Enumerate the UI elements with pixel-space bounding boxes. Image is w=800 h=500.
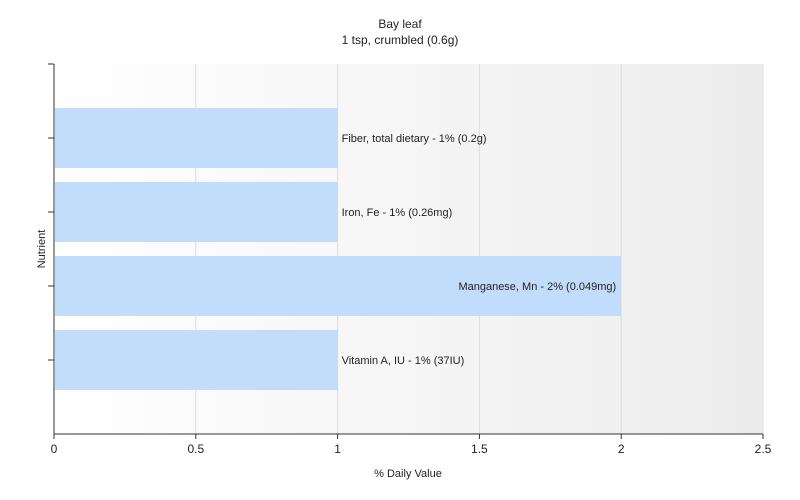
y-axis-label: Nutrient — [36, 230, 48, 269]
bar-data-label: Vitamin A, IU - 1% (37IU) — [342, 355, 465, 367]
x-tick-label: 1 — [334, 442, 341, 456]
x-tick-label: 0.5 — [187, 442, 204, 456]
x-tick-label: 0 — [51, 442, 58, 456]
x-tick-label: 1.5 — [471, 442, 488, 456]
bar-data-label: Manganese, Mn - 2% (0.049mg) — [458, 281, 616, 293]
chart-subtitle: 1 tsp, crumbled (0.6g) — [342, 33, 459, 47]
bar — [55, 256, 622, 316]
plot-area: 0 0.5 1 1.5 2 2.5 Fiber, total dietary - 1% (0… — [48, 63, 772, 456]
bar — [55, 182, 338, 242]
x-axis-label: % Daily Value — [374, 468, 442, 480]
bar-data-label: Iron, Fe - 1% (0.26mg) — [342, 207, 453, 219]
bar-data-label: Fiber, total dietary - 1% (0.2g) — [342, 133, 487, 145]
bar — [55, 330, 338, 390]
x-tick-label: 2 — [618, 442, 625, 456]
bar — [55, 108, 338, 168]
x-tick-label: 2.5 — [755, 442, 772, 456]
chart-title: Bay leaf — [378, 17, 422, 31]
